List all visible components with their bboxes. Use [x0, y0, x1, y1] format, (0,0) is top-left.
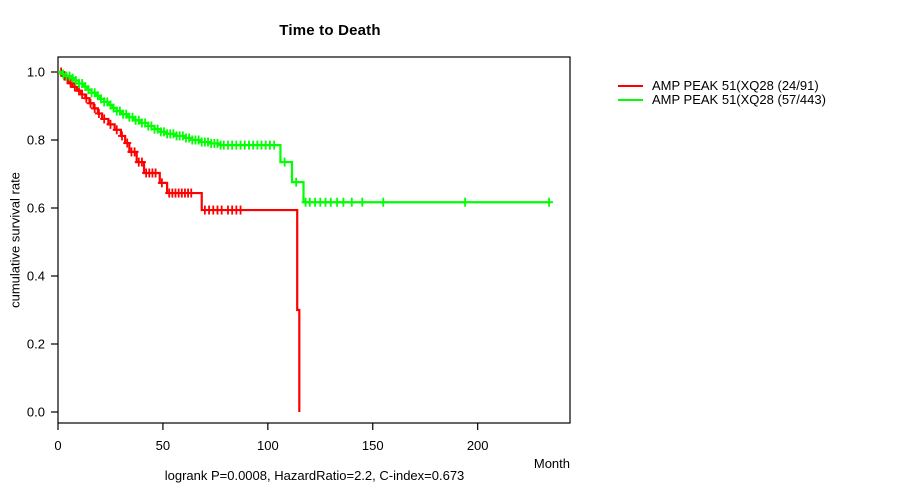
xq28-not-amplified-curve — [58, 70, 552, 204]
y-tick-label: 0.0 — [27, 405, 45, 420]
y-tick-label: 0.2 — [27, 337, 45, 352]
x-tick-label: 0 — [54, 438, 61, 453]
x-tick-label: 100 — [257, 438, 279, 453]
x-tick-label: 200 — [467, 438, 489, 453]
chart-title: Time to Death — [279, 22, 381, 39]
y-tick-label: 0.6 — [27, 201, 45, 216]
xq28-amplified-curve — [58, 70, 301, 412]
x-tick-label: 50 — [156, 438, 170, 453]
x-tick-label: 150 — [362, 438, 384, 453]
legend-line-red-icon — [618, 85, 643, 87]
y-tick-label: 0.4 — [27, 269, 45, 284]
y-tick-label: 0.8 — [27, 133, 45, 148]
legend-item-not-amplified: AMP PEAK 51(XQ28 (57/443) — [618, 93, 826, 107]
legend-item-amplified: AMP PEAK 51(XQ28 (24/91) — [618, 79, 826, 93]
legend-label: AMP PEAK 51(XQ28 (24/91) — [652, 78, 819, 93]
x-axis-label: Month — [533, 456, 570, 471]
legend-label: AMP PEAK 51(XQ28 (57/443) — [652, 92, 826, 107]
legend-line-green-icon — [618, 99, 643, 101]
stats-footer: logrank P=0.0008, HazardRatio=2.2, C-ind… — [164, 468, 465, 483]
y-tick-label: 1.0 — [27, 65, 45, 80]
legend: AMP PEAK 51(XQ28 (24/91) AMP PEAK 51(XQ2… — [618, 79, 826, 107]
y-axis-label: cumulative survival rate — [7, 172, 23, 308]
plot-border — [57, 56, 571, 424]
